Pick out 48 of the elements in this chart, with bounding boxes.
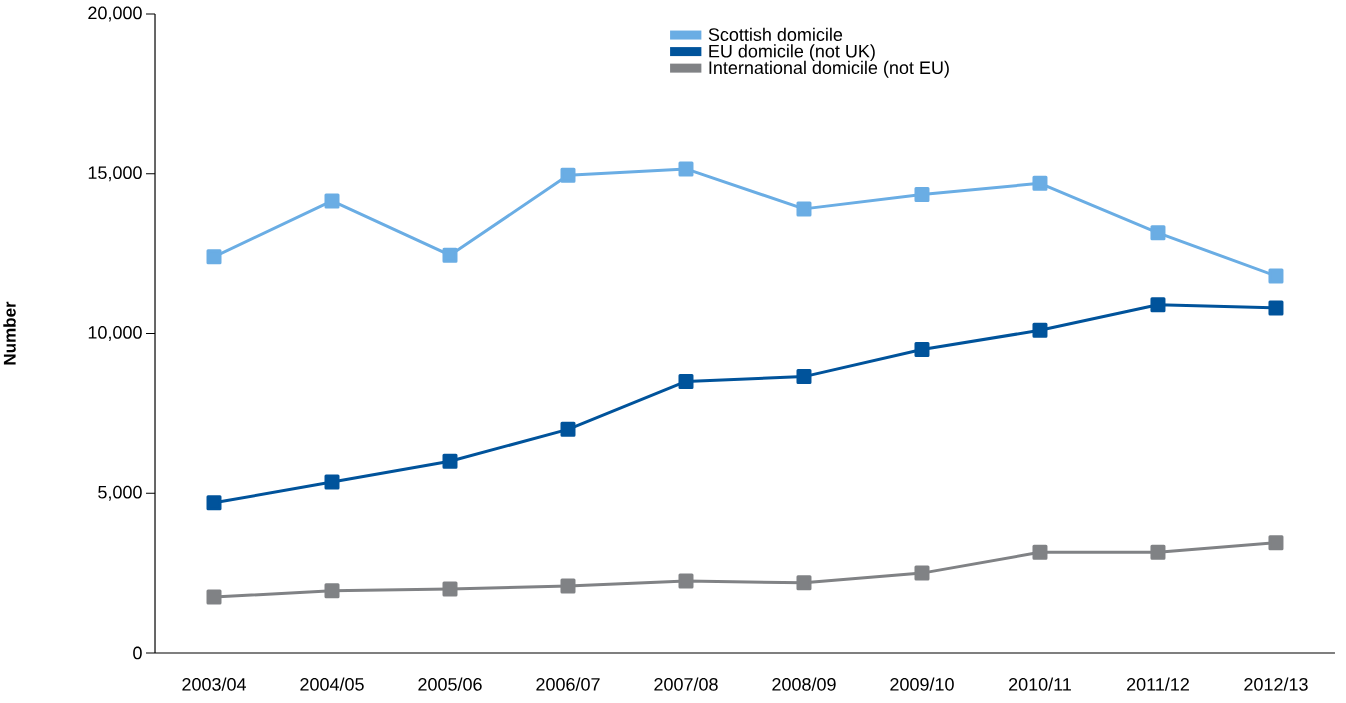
point bbox=[678, 373, 694, 389]
point bbox=[1268, 268, 1284, 284]
point bbox=[1150, 225, 1166, 241]
x-tick-label: 2006/07 bbox=[536, 677, 600, 691]
point bbox=[678, 161, 694, 177]
point bbox=[1032, 175, 1048, 191]
point bbox=[442, 247, 458, 263]
x-tick-label: 2003/04 bbox=[182, 677, 247, 691]
x-tick-label: 2012/13 bbox=[1244, 677, 1308, 691]
point bbox=[796, 575, 812, 591]
point bbox=[324, 583, 340, 599]
point bbox=[1150, 297, 1166, 313]
x-tick-label: 2005/06 bbox=[418, 677, 482, 691]
point bbox=[206, 589, 222, 605]
point bbox=[560, 167, 576, 183]
point bbox=[1268, 535, 1284, 551]
y-tick-label: 10,000 bbox=[88, 326, 142, 341]
x-tick-label: 2008/09 bbox=[772, 677, 836, 691]
point bbox=[324, 474, 340, 490]
y-tick-label: 0 bbox=[133, 646, 142, 660]
x-tick-label: 2010/11 bbox=[1009, 677, 1071, 691]
point bbox=[914, 565, 930, 581]
point bbox=[678, 573, 694, 589]
point bbox=[324, 193, 340, 209]
x-tick-label: 2004/05 bbox=[300, 677, 364, 691]
point bbox=[1032, 544, 1048, 560]
point bbox=[1150, 544, 1166, 560]
point bbox=[1032, 322, 1048, 338]
point bbox=[206, 495, 222, 511]
point bbox=[560, 578, 576, 594]
point bbox=[442, 581, 458, 597]
point bbox=[914, 341, 930, 357]
y-tick-label: 15,000 bbox=[88, 166, 142, 182]
point bbox=[914, 187, 930, 202]
x-tick-label: 2011/12 bbox=[1127, 677, 1189, 691]
point bbox=[1268, 300, 1284, 316]
x-tick-label: 2007/08 bbox=[654, 677, 718, 691]
y-axis-title: Number bbox=[3, 301, 16, 365]
point bbox=[796, 369, 812, 385]
point bbox=[560, 421, 576, 437]
point bbox=[442, 453, 458, 469]
point bbox=[206, 249, 222, 265]
x-tick-label: 2009/10 bbox=[890, 677, 954, 691]
point bbox=[796, 201, 812, 217]
y-tick-label: 20,000 bbox=[88, 6, 142, 22]
y-tick-label: 5,000 bbox=[98, 485, 142, 501]
legend-label: Scottish domicile bbox=[708, 27, 843, 41]
legend-label: International domicile (not EU) bbox=[709, 60, 949, 78]
